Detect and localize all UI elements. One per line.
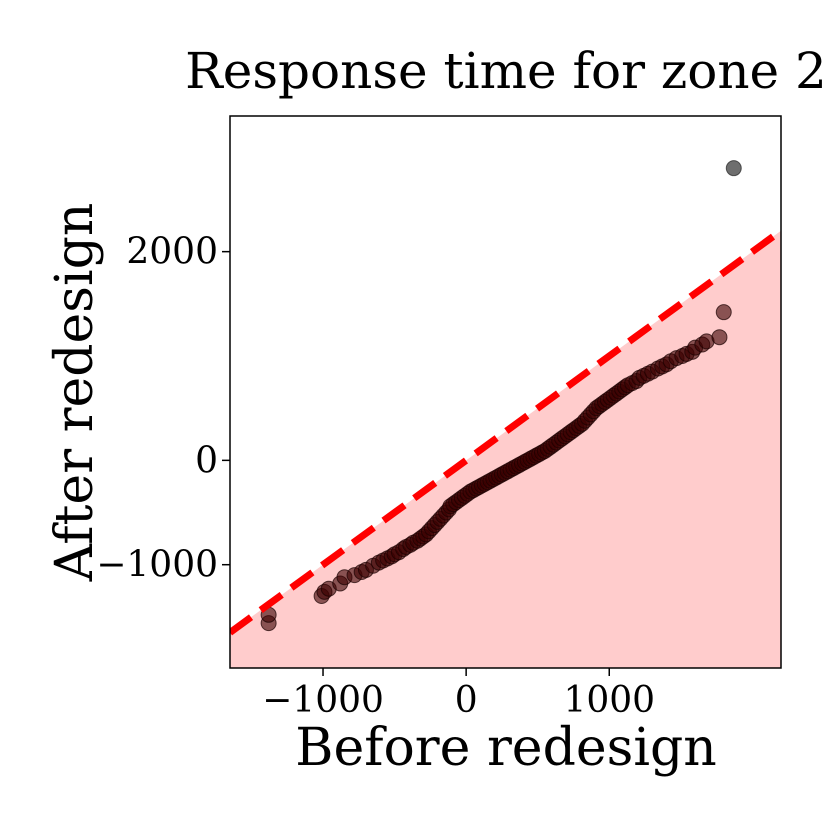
region-below-reference-line xyxy=(230,230,781,668)
y-tick-label: 2000 xyxy=(126,232,218,273)
scatter-point xyxy=(711,329,728,346)
scatter-point xyxy=(725,160,742,177)
x-tick-label: 0 xyxy=(455,680,478,721)
plot-frame xyxy=(229,115,782,669)
y-tick-label: 0 xyxy=(195,440,218,481)
scatter-point xyxy=(715,304,732,321)
y-axis-ticks: −1000 0 2000 xyxy=(96,232,230,586)
chart-title: Response time for zone 2 xyxy=(185,42,827,100)
y-tick-label: −1000 xyxy=(96,545,218,586)
x-axis-ticks: −1000 0 1000 xyxy=(262,668,655,721)
x-tick-label: 1000 xyxy=(563,680,655,721)
y-axis-label: After redesign xyxy=(45,203,105,583)
plot-area xyxy=(230,160,781,668)
x-tick-label: −1000 xyxy=(262,680,384,721)
x-axis-label: Before redesign xyxy=(295,718,716,778)
